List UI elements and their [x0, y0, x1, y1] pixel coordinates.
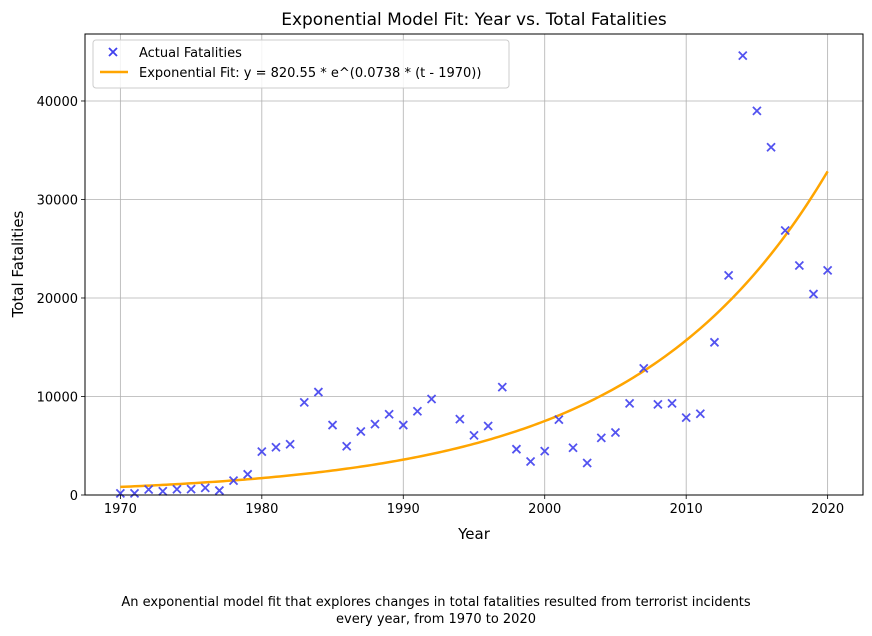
data-point [200, 483, 210, 493]
chart-title: Exponential Model Fit: Year vs. Total Fa… [281, 10, 667, 30]
data-point [525, 456, 536, 467]
data-point [667, 398, 677, 409]
fit-curve [120, 170, 829, 489]
data-point [610, 427, 621, 438]
legend-entry-actual: Actual Fatalities [108, 46, 242, 61]
y-tick-label: 40000 [37, 95, 78, 110]
y-axis-label: Total Fatalities [9, 210, 27, 318]
caption-line-1: An exponential model fit that explores c… [121, 595, 751, 610]
gridlines [85, 34, 863, 496]
caption-line-2: every year, from 1970 to 2020 [336, 612, 536, 627]
data-point [695, 409, 705, 419]
data-point [540, 446, 550, 456]
data-point [412, 406, 423, 416]
legend-entry-fit: Exponential Fit: y = 820.55 * e^(0.0738 … [100, 66, 481, 81]
x-tick-label: 1990 [387, 502, 420, 517]
legend: Actual Fatalities Exponential Fit: y = 8… [92, 39, 510, 89]
data-point [257, 447, 267, 457]
data-point [243, 469, 253, 479]
data-point [228, 475, 239, 486]
data-point [313, 387, 324, 397]
plot-frame [84, 33, 864, 496]
y-tick-label: 0 [70, 489, 78, 504]
y-tick-label: 20000 [37, 292, 78, 307]
data-point [596, 433, 606, 443]
data-point [624, 398, 635, 409]
data-point [370, 419, 380, 429]
data-point [186, 484, 196, 494]
x-tick-label: 2010 [670, 502, 703, 517]
data-point [738, 51, 748, 61]
data-point [129, 488, 140, 498]
x-tick-label: 1970 [104, 502, 137, 517]
scatter-points [115, 51, 833, 498]
data-point [822, 265, 833, 276]
data-point [115, 488, 126, 498]
y-tick-label: 30000 [37, 193, 78, 208]
data-point [794, 260, 804, 271]
data-point [342, 441, 352, 451]
data-point [469, 430, 479, 441]
data-point [582, 458, 592, 468]
legend-marker-x [108, 47, 118, 57]
data-point [327, 420, 338, 430]
data-point [299, 397, 309, 408]
data-point [384, 409, 394, 419]
data-point [709, 337, 720, 347]
x-tick-label: 2000 [528, 502, 561, 517]
data-point [639, 363, 649, 374]
data-point [398, 420, 408, 430]
data-point [426, 394, 437, 404]
data-point [214, 485, 225, 496]
y-axis-ticks: 0 10000 20000 30000 40000 [37, 95, 85, 504]
data-point [723, 270, 734, 280]
data-point [780, 225, 790, 236]
data-point [752, 106, 762, 116]
x-axis-label: Year [457, 525, 491, 543]
data-point [158, 486, 168, 496]
data-point [483, 421, 493, 431]
data-point [455, 414, 465, 424]
x-axis-ticks: 1970 1980 1990 2000 2010 2020 [104, 495, 844, 517]
data-point [144, 484, 154, 495]
data-point [554, 415, 564, 425]
data-point [285, 439, 295, 449]
figure-caption: An exponential model fit that explores c… [0, 594, 872, 628]
legend-label-fit: Exponential Fit: y = 820.55 * e^(0.0738 … [139, 66, 481, 81]
data-point [356, 426, 366, 437]
fit-curve-layer [120, 170, 829, 489]
legend-label-actual: Actual Fatalities [139, 46, 242, 61]
data-point [271, 442, 281, 452]
data-point [653, 399, 663, 410]
data-point [568, 443, 578, 453]
data-point [497, 382, 507, 392]
x-tick-label: 1980 [245, 502, 278, 517]
y-tick-label: 10000 [37, 390, 78, 405]
chart: 1970 1980 1990 2000 2010 2020 0 10000 20000 3000… [9, 10, 864, 543]
data-point [511, 444, 522, 454]
data-point [766, 142, 776, 152]
data-point [808, 289, 819, 299]
data-point [172, 484, 182, 494]
x-tick-label: 2020 [811, 502, 844, 517]
data-point [681, 413, 691, 423]
